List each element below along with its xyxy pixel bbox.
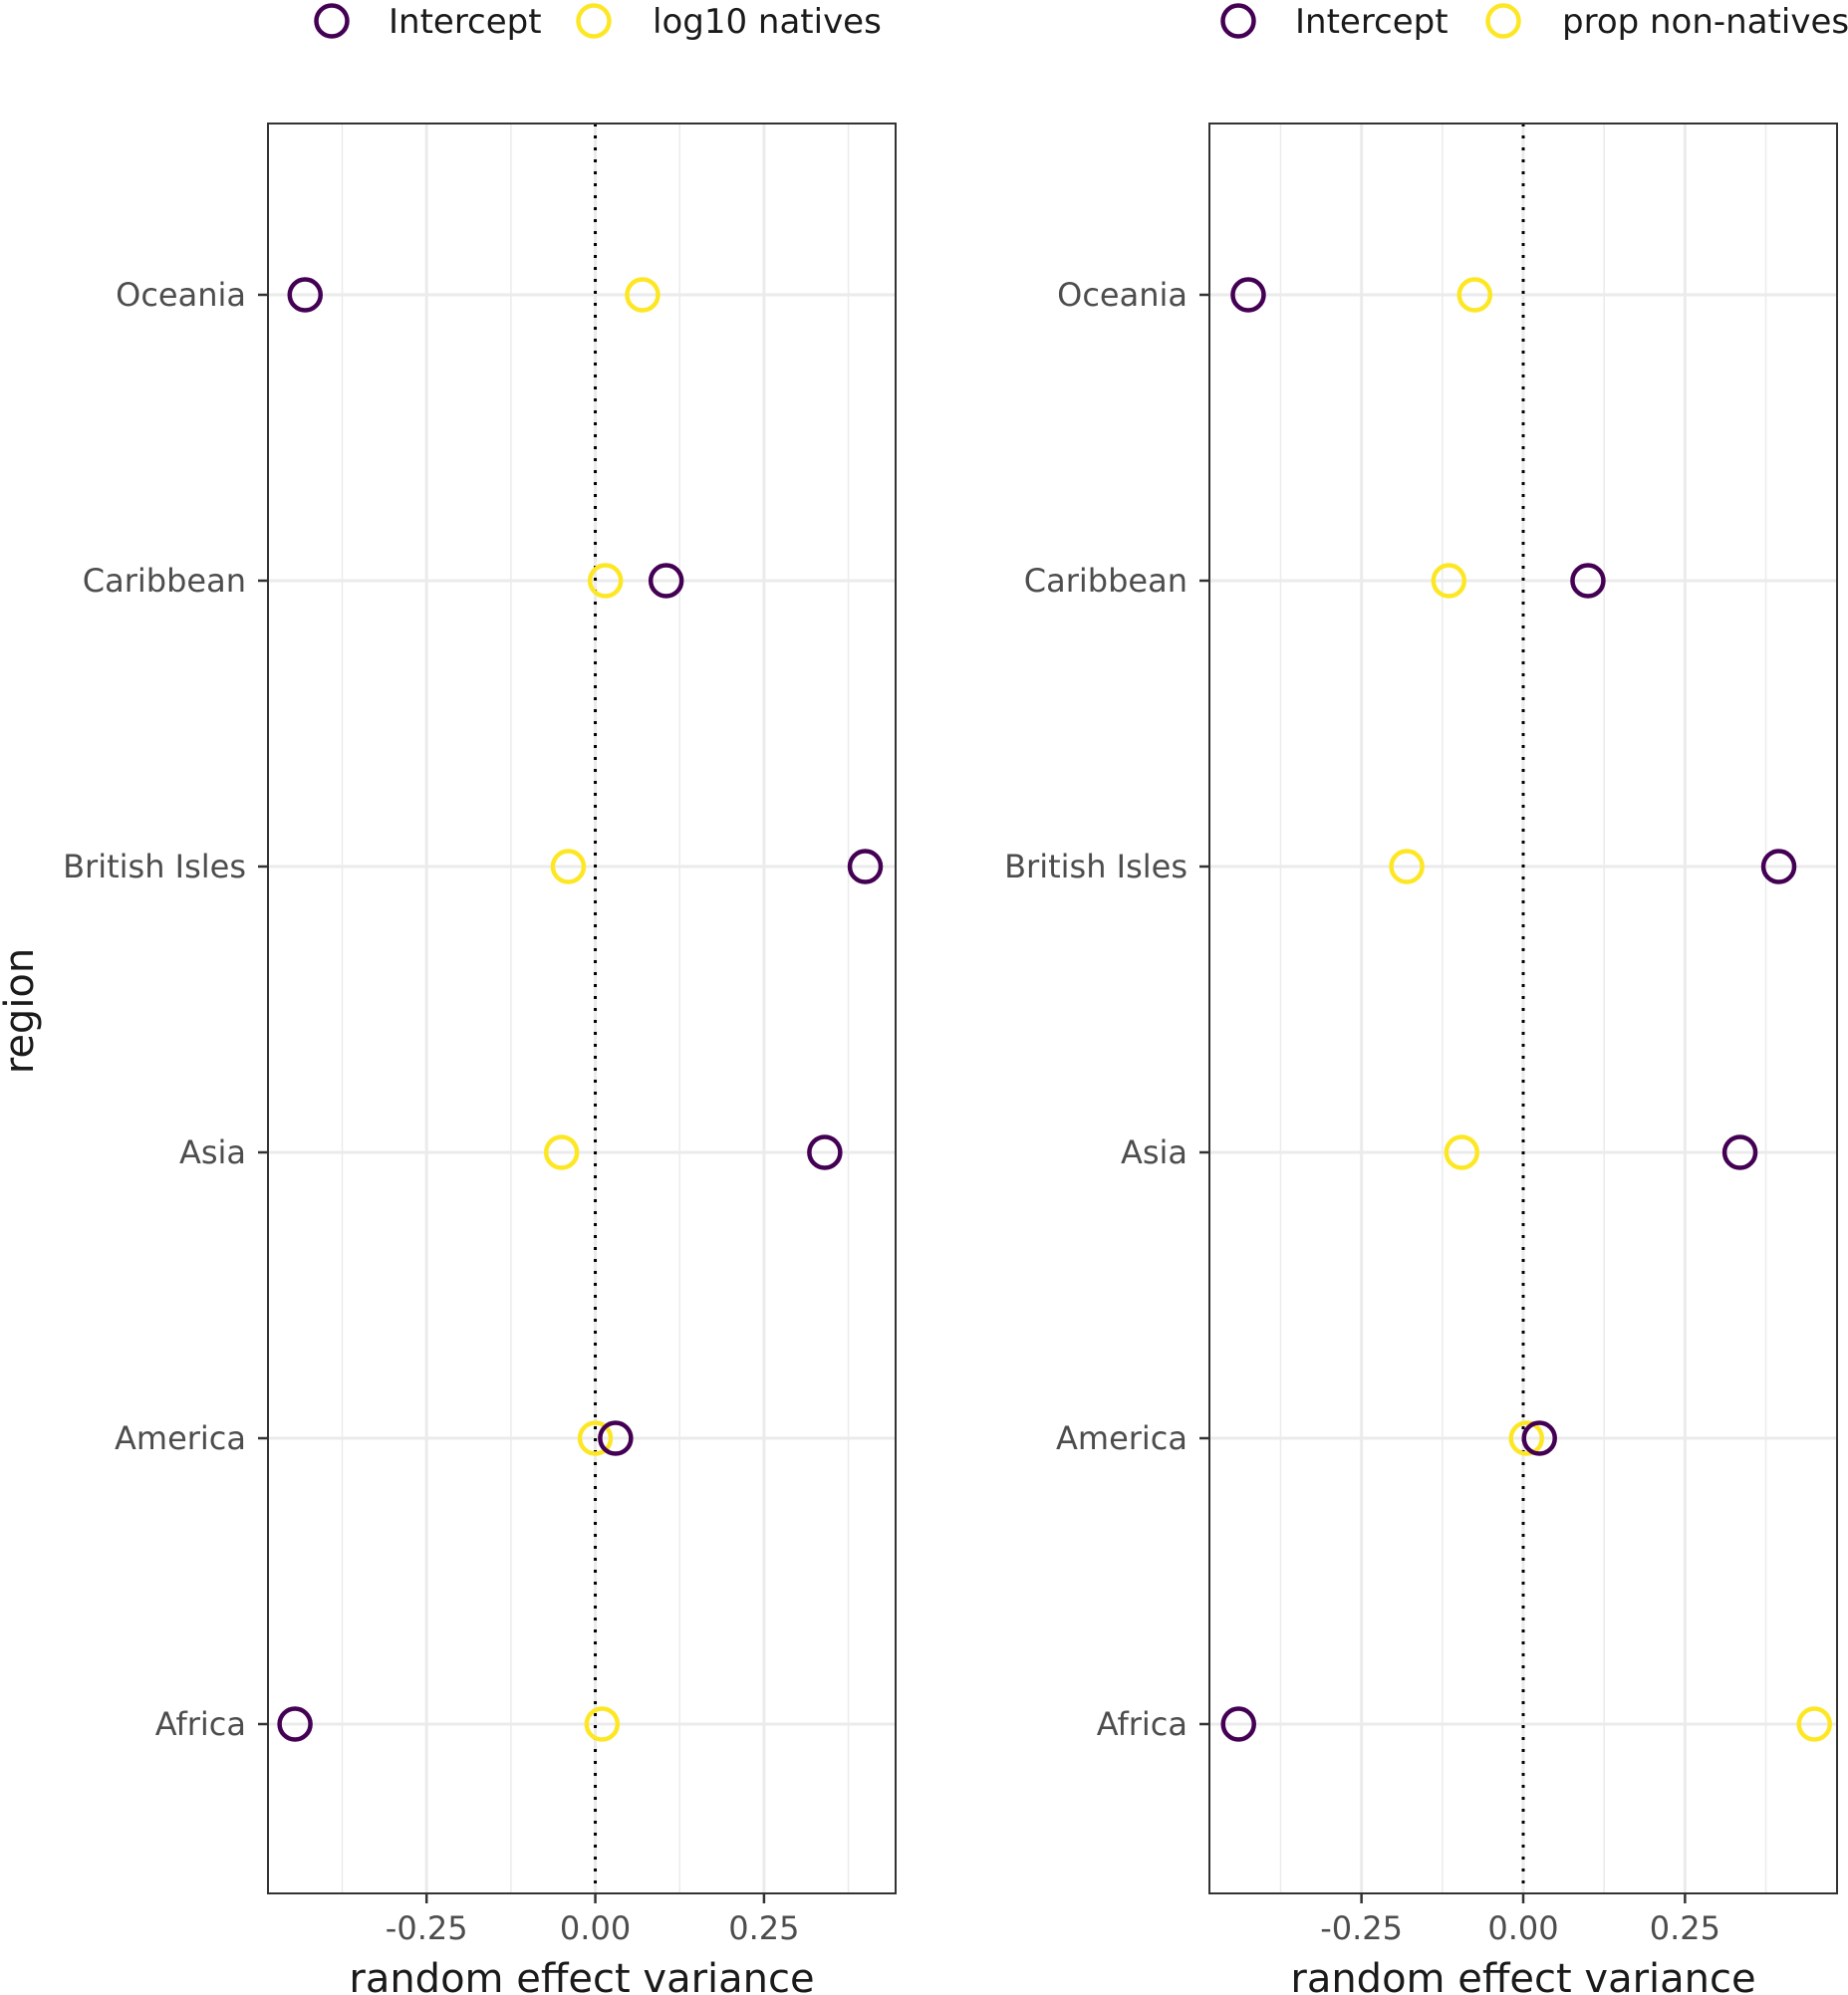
point-intercept-oceania [287, 277, 324, 313]
point-slope-america [1508, 1420, 1544, 1456]
x-tick-label: -0.25 [1320, 1909, 1403, 1947]
point-slope-asia [543, 1134, 580, 1170]
point-intercept-british-isles [847, 849, 884, 884]
y-tick-label: Caribbean [1024, 562, 1188, 600]
x-tick-label: -0.25 [386, 1909, 468, 1947]
y-tick-label: British Isles [1004, 848, 1188, 885]
point-intercept-africa [277, 1706, 313, 1742]
point-slope-oceania [625, 277, 660, 313]
point-intercept-asia [807, 1134, 843, 1170]
chart-panel-2: Africa America Asia British Isles Caribbean O… [1004, 2, 1848, 1995]
y-tick-label: British Isles [63, 848, 246, 885]
point-intercept-asia [1721, 1134, 1758, 1170]
point-slope-asia [1444, 1134, 1480, 1170]
x-axis-title: random effect variance [349, 1956, 814, 1995]
point-slope-british-isles [550, 849, 587, 884]
y-tick-label: Caribbean [83, 562, 246, 600]
point-intercept-africa [1220, 1706, 1256, 1742]
y-tick-label: Asia [179, 1133, 246, 1171]
x-tick-label: 0.25 [1650, 1909, 1720, 1947]
y-axis-title: region [0, 948, 43, 1075]
y-tick-label: America [115, 1419, 246, 1457]
point-slope-america [577, 1420, 614, 1456]
y-tick-label: Oceania [116, 276, 246, 314]
x-axis-title: random effect variance [1290, 1956, 1755, 1995]
legend-key-slope [1485, 3, 1521, 39]
point-slope-caribbean [1431, 563, 1467, 599]
legend-label-slope: prop non-natives [1562, 2, 1848, 42]
point-intercept-caribbean [648, 563, 684, 599]
point-slope-caribbean [587, 563, 624, 599]
point-slope-oceania [1456, 277, 1493, 313]
x-tick-label: 0.00 [560, 1909, 631, 1947]
y-tick-label: America [1056, 1419, 1188, 1457]
point-slope-africa [584, 1706, 621, 1742]
point-intercept-america [1521, 1420, 1557, 1456]
chart-panel-1: Africa America Asia British Isles Caribbean O… [63, 2, 897, 1995]
point-slope-africa [1796, 1706, 1833, 1742]
point-intercept-america [598, 1420, 634, 1456]
y-tick-label: Africa [155, 1705, 246, 1743]
x-tick-label: 0.25 [728, 1909, 799, 1947]
point-intercept-caribbean [1570, 563, 1606, 599]
legend-key-slope [576, 3, 612, 39]
x-tick-label: 0.00 [1487, 1909, 1558, 1947]
y-tick-label: Asia [1121, 1133, 1188, 1171]
legend-key-intercept [1220, 3, 1256, 39]
point-intercept-oceania [1230, 277, 1266, 313]
y-tick-label: Oceania [1057, 276, 1188, 314]
point-intercept-british-isles [1760, 849, 1797, 884]
point-slope-british-isles [1389, 849, 1425, 884]
legend-label-slope: log10 natives [653, 2, 882, 42]
panel-border [267, 123, 897, 1894]
y-tick-label: Africa [1097, 1705, 1188, 1743]
legend-key-intercept [314, 3, 350, 39]
legend-label-intercept: Intercept [1295, 2, 1449, 42]
legend-label-intercept: Intercept [389, 2, 542, 42]
